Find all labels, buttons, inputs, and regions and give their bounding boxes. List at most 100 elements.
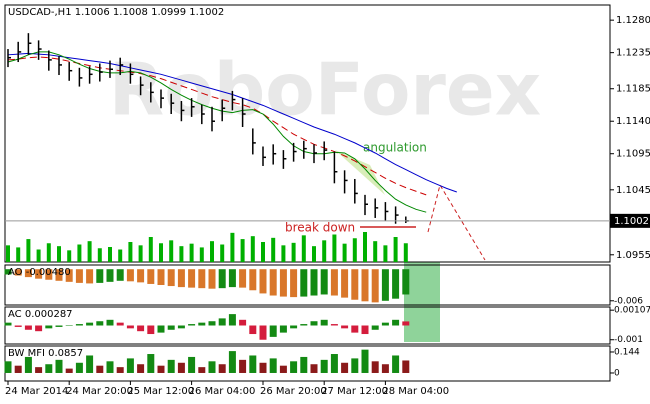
histogram-bar <box>300 356 308 373</box>
volume-bar <box>108 247 112 262</box>
histogram-bar <box>24 356 32 373</box>
histogram-bar <box>167 269 175 287</box>
histogram-bar <box>320 269 328 295</box>
volume-bar <box>230 232 235 262</box>
chart-title: USDCAD-,H1 1.1006 1.1008 1.0999 1.1002 <box>8 7 224 18</box>
histogram-bar <box>55 359 63 373</box>
histogram-bar <box>96 365 104 373</box>
volume-bar <box>271 237 276 262</box>
histogram-bar <box>259 325 267 340</box>
histogram-bar <box>86 322 94 326</box>
histogram-bar <box>290 361 298 373</box>
histogram-bar <box>402 269 410 295</box>
histogram-bar <box>167 359 175 373</box>
histogram-bar <box>351 325 359 333</box>
volume-bar <box>138 245 143 262</box>
x-tick-label: 26 Mar 04:00 <box>189 386 256 397</box>
volume-bar <box>26 239 31 262</box>
histogram-bar <box>177 269 185 288</box>
y-tick-label: 0 <box>614 368 620 378</box>
histogram-bar <box>249 269 257 291</box>
volume-bar <box>189 243 194 262</box>
x-tick-label: 27 Mar 12:00 <box>321 386 388 397</box>
histogram-bar <box>279 365 287 373</box>
y-tick-label: 1.1045 <box>616 185 650 196</box>
histogram-bar <box>147 325 155 335</box>
angulation-area <box>335 150 385 195</box>
histogram-bar <box>300 269 308 297</box>
panel-title: AC 0.000287 <box>8 309 73 320</box>
volume-bar <box>77 244 82 262</box>
histogram-bar <box>126 358 134 373</box>
histogram-bar <box>45 364 53 373</box>
histogram-bar <box>177 325 185 329</box>
histogram-bar <box>4 361 12 373</box>
histogram-bar <box>96 269 104 283</box>
volume-bar <box>169 240 174 262</box>
histogram-bar <box>402 360 410 373</box>
volume-bar <box>67 250 72 262</box>
histogram-bar <box>65 368 73 373</box>
histogram-bar <box>310 321 318 326</box>
volume-bar <box>240 239 245 262</box>
plot-area <box>6 33 457 262</box>
histogram-bar <box>341 325 349 329</box>
panel-title: BW MFI 0.0857 <box>8 348 83 359</box>
histogram-bar <box>116 269 124 281</box>
histogram-bar <box>14 269 22 276</box>
histogram-bar <box>106 361 114 373</box>
histogram-bar <box>320 319 328 326</box>
volume-bar <box>57 246 61 262</box>
histogram-bar <box>137 269 145 283</box>
histogram-bar <box>381 269 389 301</box>
y-tick-label: 0.144 <box>614 347 640 357</box>
histogram-bar <box>35 269 43 279</box>
histogram-bar <box>320 359 328 373</box>
histogram-bar <box>371 361 379 373</box>
volume-bar <box>118 249 123 262</box>
projection <box>427 183 486 261</box>
x-tick-label: 26 Mar 20:00 <box>260 386 327 397</box>
histogram-bar <box>239 269 247 288</box>
histogram-bar <box>106 269 114 282</box>
volume-bar <box>291 242 296 262</box>
histogram-bar <box>279 269 287 297</box>
histogram-bar <box>249 355 257 373</box>
histogram-bar <box>35 367 43 373</box>
histogram-bar <box>228 314 236 326</box>
histogram-bar <box>330 354 338 373</box>
y-tick-label: 1.1095 <box>616 149 650 160</box>
histogram-bar <box>96 321 104 326</box>
histogram-bar <box>249 325 257 335</box>
histogram-bar <box>310 269 318 296</box>
histogram-bar <box>392 355 400 373</box>
histogram-bar <box>188 356 196 373</box>
mfi-panel <box>4 345 611 382</box>
histogram-bar <box>116 322 124 326</box>
histogram-bar <box>228 269 236 288</box>
histogram-bar <box>24 325 32 330</box>
histogram-bar <box>65 269 73 282</box>
volume-bar <box>281 245 286 262</box>
price-box <box>610 213 650 228</box>
histogram-bar <box>330 269 338 296</box>
histogram-bar <box>157 325 165 333</box>
x-tick-label: 24 Mar 20:00 <box>66 386 133 397</box>
histogram-bar <box>371 325 379 330</box>
histogram-bar <box>106 319 114 326</box>
histogram-bar <box>147 269 155 284</box>
price-label: 1.1002 <box>614 216 649 227</box>
ao-panel <box>4 264 611 306</box>
histogram-bar <box>341 269 349 298</box>
histogram-bar <box>126 269 134 282</box>
histogram-bar <box>330 324 338 326</box>
histogram-bar <box>259 269 267 294</box>
volume-bar <box>199 247 204 262</box>
highlight-zone <box>404 262 440 342</box>
volume-bar <box>36 249 41 262</box>
y-tick-label: -0.006 <box>614 296 643 306</box>
histogram-bar <box>218 269 226 289</box>
histogram-bar <box>198 322 206 326</box>
y-tick-label: 1.1235 <box>616 48 650 59</box>
histogram-bar <box>341 362 349 373</box>
